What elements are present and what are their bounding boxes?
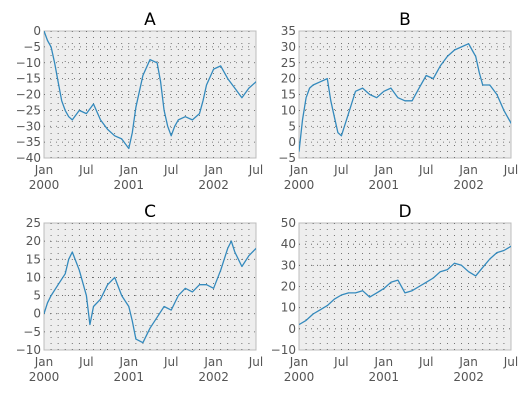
y-tick-label: 15 bbox=[26, 252, 41, 266]
y-tick-label: −5 bbox=[278, 151, 296, 165]
x-tick-year-label: 2002 bbox=[198, 370, 229, 384]
x-tick-label: Jan bbox=[203, 163, 223, 177]
chart-title: B bbox=[399, 10, 411, 30]
y-tick-label: −10 bbox=[271, 343, 296, 357]
chart-title: A bbox=[144, 10, 156, 30]
y-tick-label: 50 bbox=[281, 216, 296, 230]
x-tick-year-label: 2000 bbox=[29, 178, 60, 192]
x-tick-label: Jan bbox=[203, 355, 223, 369]
x-tick-year-label: 2002 bbox=[198, 178, 229, 192]
x-tick-year-label: 2001 bbox=[114, 370, 145, 384]
y-tick-label: −35 bbox=[16, 135, 41, 149]
y-tick-label: 30 bbox=[281, 40, 296, 54]
x-tick-label: Jul bbox=[333, 355, 348, 369]
x-tick-year-label: 2001 bbox=[369, 178, 400, 192]
y-tick-label: −10 bbox=[16, 343, 41, 357]
y-tick-label: −30 bbox=[16, 119, 41, 133]
x-tick-year-label: 2000 bbox=[29, 370, 60, 384]
x-tick-label: Jul bbox=[78, 355, 93, 369]
y-tick-label: 25 bbox=[281, 56, 296, 70]
y-tick-label: 0 bbox=[288, 322, 296, 336]
x-tick-year-label: 2000 bbox=[284, 370, 315, 384]
y-tick-label: 15 bbox=[281, 88, 296, 102]
x-tick-label: Jan bbox=[458, 355, 478, 369]
x-tick-label: Jan bbox=[458, 163, 478, 177]
y-tick-label: 5 bbox=[33, 289, 41, 303]
y-tick-label: 35 bbox=[281, 24, 296, 38]
y-tick-label: 40 bbox=[281, 237, 296, 251]
x-tick-label: Jul bbox=[418, 355, 433, 369]
y-tick-label: 30 bbox=[281, 258, 296, 272]
series-line-a bbox=[44, 31, 256, 150]
plot-area bbox=[298, 222, 512, 351]
x-tick-label: Jul bbox=[163, 355, 178, 369]
x-tick-label: Jul bbox=[78, 163, 93, 177]
x-tick-label: Jan bbox=[119, 163, 139, 177]
y-tick-label: 0 bbox=[33, 307, 41, 321]
y-tick-label: −40 bbox=[16, 151, 41, 165]
series-line-d bbox=[299, 245, 511, 326]
x-tick-label: Jan bbox=[374, 163, 394, 177]
y-tick-label: 25 bbox=[26, 216, 41, 230]
y-tick-label: −5 bbox=[23, 40, 41, 54]
x-tick-year-label: 2001 bbox=[369, 370, 400, 384]
x-tick-label: Jul bbox=[503, 163, 518, 177]
y-tick-label: 20 bbox=[281, 280, 296, 294]
y-tick-label: −10 bbox=[16, 56, 41, 70]
y-tick-label: −15 bbox=[16, 72, 41, 86]
y-tick-label: 10 bbox=[26, 270, 41, 284]
y-tick-label: 20 bbox=[281, 72, 296, 86]
x-tick-label: Jan bbox=[289, 163, 309, 177]
y-tick-label: 20 bbox=[26, 234, 41, 248]
y-tick-label: −5 bbox=[23, 325, 41, 339]
chart-title: D bbox=[398, 202, 411, 222]
x-tick-label: Jul bbox=[418, 163, 433, 177]
x-tick-label: Jul bbox=[248, 355, 263, 369]
x-tick-year-label: 2002 bbox=[453, 178, 484, 192]
x-tick-label: Jan bbox=[374, 355, 394, 369]
x-tick-label: Jul bbox=[163, 163, 178, 177]
x-tick-label: Jan bbox=[34, 163, 54, 177]
y-tick-label: −25 bbox=[16, 103, 41, 117]
y-tick-label: 5 bbox=[288, 119, 296, 133]
series-line-c bbox=[44, 240, 256, 344]
plot-area bbox=[43, 222, 257, 351]
x-tick-year-label: 2000 bbox=[284, 178, 315, 192]
series-line-b bbox=[299, 43, 511, 152]
x-tick-label: Jan bbox=[119, 355, 139, 369]
x-tick-label: Jul bbox=[248, 163, 263, 177]
x-tick-label: Jul bbox=[503, 355, 518, 369]
x-tick-year-label: 2001 bbox=[114, 178, 145, 192]
x-tick-label: Jul bbox=[333, 163, 348, 177]
y-tick-label: 10 bbox=[281, 301, 296, 315]
x-tick-year-label: 2002 bbox=[453, 370, 484, 384]
y-tick-label: 0 bbox=[288, 135, 296, 149]
y-tick-label: 10 bbox=[281, 103, 296, 117]
x-tick-label: Jan bbox=[289, 355, 309, 369]
y-tick-label: −20 bbox=[16, 88, 41, 102]
x-tick-label: Jan bbox=[34, 355, 54, 369]
y-tick-label: 0 bbox=[33, 24, 41, 38]
plot-area bbox=[43, 30, 257, 159]
chart-title: C bbox=[144, 202, 156, 222]
